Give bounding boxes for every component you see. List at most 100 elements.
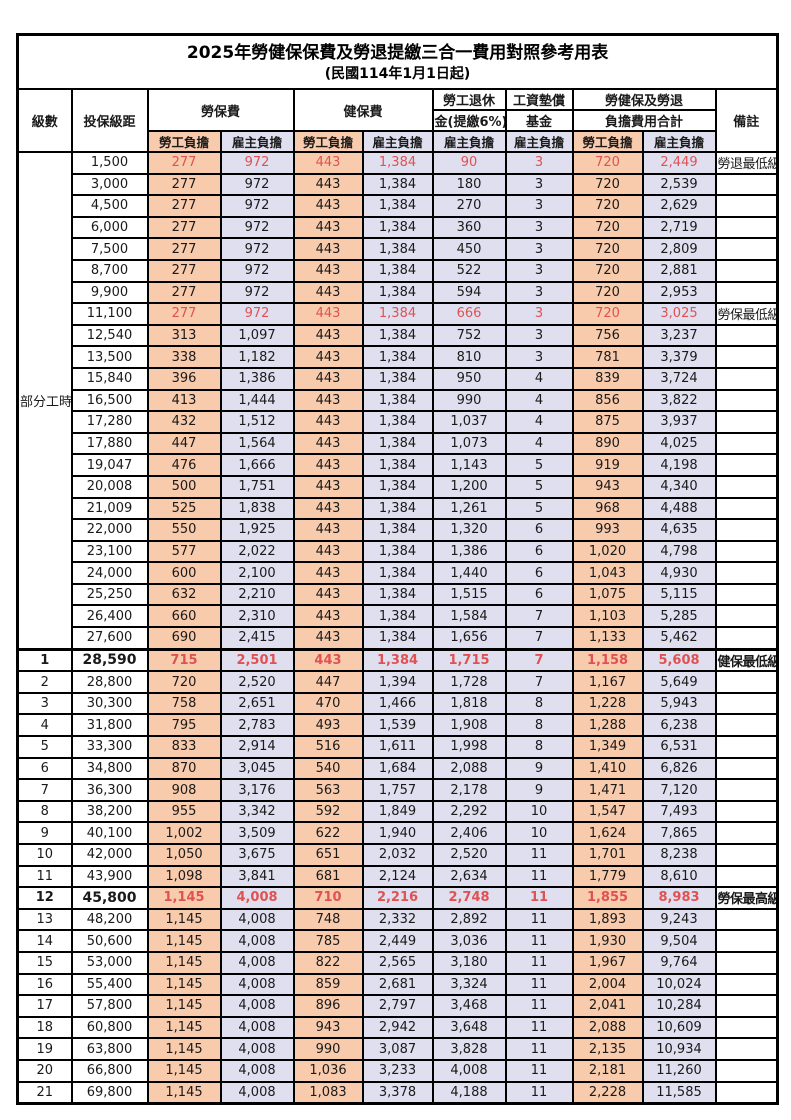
table-row: 14 50,600 1,145 4,008 785 2,449 3,036 11 1,930 9,…	[16, 929, 779, 953]
cell-health-employer: 1,384	[361, 604, 434, 629]
table-row: 8 38,200 955 3,342 592 1,849 2,292 10 1,547 7,493	[16, 799, 779, 824]
cell-health-employee: 443	[292, 194, 364, 218]
table-row: 23,100 577 2,022 443 1,384 1,386 6 1,020 4,798	[18, 539, 779, 564]
cell-total-employer: 3,379	[641, 345, 717, 369]
cell-labor-employer: 2,651	[219, 691, 295, 716]
cell-total-employee: 1,779	[571, 864, 644, 889]
cell-bracket: 33,300	[70, 735, 149, 759]
cell-health-employee: 1,036	[292, 1058, 364, 1083]
cell-bracket: 48,200	[70, 907, 149, 932]
cell-health-employer: 2,681	[361, 972, 434, 997]
cell-bracket: 17,880	[70, 431, 149, 456]
cell-labor-employee: 720	[146, 670, 222, 694]
cell-labor-employee: 277	[146, 151, 222, 175]
cell-total-employee: 720	[571, 237, 644, 261]
cell-health-employee: 493	[292, 713, 364, 738]
title-cell: 2025年勞健保保費及勞退提繳三合一費用對照參考用表 (民國114年1月1日起)	[16, 33, 779, 90]
cell-wage-fund-employer: 7	[504, 626, 574, 651]
cell-wage-fund-employer: 8	[504, 735, 574, 759]
cell-pension-employer: 1,440	[431, 561, 507, 585]
cell-labor-employee: 432	[146, 410, 222, 434]
cell-total-employer: 3,822	[641, 388, 717, 413]
cell-health-employer: 1,384	[361, 474, 434, 499]
cell-total-employee: 1,133	[571, 626, 644, 651]
table-row: 15,840 396 1,386 443 1,384 950 4 839 3,724	[18, 366, 779, 391]
cell-total-employee: 993	[571, 518, 644, 542]
cell-bracket: 50,600	[70, 929, 149, 953]
cell-labor-employee: 500	[146, 474, 222, 499]
cell-labor-employer: 4,008	[219, 1037, 295, 1061]
cell-health-employee: 443	[292, 431, 364, 456]
cell-bracket: 28,590	[70, 647, 149, 673]
table-row: 11 43,900 1,098 3,841 681 2,124 2,634 11 1,779 8,…	[16, 864, 779, 889]
cell-health-employee: 443	[292, 647, 364, 673]
col-header-total-line2: 負擔費用合計	[571, 109, 717, 132]
cell-note	[714, 237, 779, 261]
cell-labor-employee: 1,145	[146, 972, 222, 997]
cell-labor-employee: 277	[146, 280, 222, 305]
cell-note	[714, 626, 779, 651]
cell-health-employer: 2,797	[361, 994, 434, 1018]
cell-total-employee: 1,075	[571, 582, 644, 607]
cell-health-employee: 651	[292, 843, 364, 867]
cell-labor-employee: 577	[146, 539, 222, 564]
cell-labor-employee: 758	[146, 691, 222, 716]
cell-health-employer: 1,539	[361, 713, 434, 738]
cell-bracket: 60,800	[70, 1015, 149, 1040]
cell-note	[714, 215, 779, 240]
cell-note	[714, 280, 779, 305]
cell-note	[714, 1015, 779, 1040]
cell-wage-fund-employer: 11	[504, 1080, 574, 1105]
cell-note	[714, 431, 779, 456]
cell-level: 19	[16, 1037, 73, 1061]
cell-total-employer: 3,724	[641, 366, 717, 391]
cell-labor-employer: 972	[219, 280, 295, 305]
cell-total-employee: 1,701	[571, 843, 644, 867]
cell-health-employer: 1,384	[361, 280, 434, 305]
table-row: 1 28,590 715 2,501 443 1,384 1,715 7 1,158 5,608 健…	[16, 647, 779, 673]
cell-total-employer: 8,238	[641, 843, 717, 867]
cell-pension-employer: 1,261	[431, 496, 507, 521]
cell-level: 14	[16, 929, 73, 953]
table-row: 18 60,800 1,145 4,008 943 2,942 3,648 11 2,088 10…	[16, 1015, 779, 1040]
page-subtitle: (民國114年1月1日起)	[324, 66, 471, 83]
cell-level: 6	[16, 756, 73, 781]
cell-labor-employee: 550	[146, 518, 222, 542]
cell-wage-fund-employer: 5	[504, 474, 574, 499]
cell-labor-employer: 1,666	[219, 453, 295, 477]
cell-labor-employer: 4,008	[219, 1058, 295, 1083]
cell-note	[714, 172, 779, 197]
cell-note	[714, 474, 779, 499]
cell-health-employer: 1,684	[361, 756, 434, 781]
cell-health-employee: 443	[292, 215, 364, 240]
col-header-remark: 備註	[714, 88, 779, 153]
cell-bracket: 45,800	[70, 886, 149, 910]
cell-note	[714, 345, 779, 369]
fee-table: 2025年勞健保保費及勞退提繳三合一費用對照參考用表 (民國114年1月1日起)…	[16, 33, 780, 1106]
cell-labor-employee: 277	[146, 302, 222, 326]
cell-labor-employee: 1,145	[146, 886, 222, 910]
cell-pension-employer: 2,292	[431, 799, 507, 824]
cell-note: 勞退最低級距	[714, 151, 779, 175]
table-row: 25,250 632 2,210 443 1,384 1,515 6 1,075 5,115	[18, 582, 779, 607]
cell-pension-employer: 2,748	[431, 886, 507, 910]
cell-health-employer: 1,384	[361, 366, 434, 391]
table-row: 26,400 660 2,310 443 1,384 1,584 7 1,103 5,285	[18, 604, 779, 629]
cell-level: 1	[16, 647, 73, 673]
cell-total-employer: 2,539	[641, 172, 717, 197]
cell-note	[714, 778, 779, 802]
cell-total-employer: 11,260	[641, 1058, 717, 1083]
cell-level: 21	[16, 1080, 73, 1105]
cell-total-employee: 1,893	[571, 907, 644, 932]
cell-total-employee: 2,181	[571, 1058, 644, 1083]
cell-wage-fund-employer: 6	[504, 518, 574, 542]
cell-bracket: 43,900	[70, 864, 149, 889]
cell-health-employer: 2,124	[361, 864, 434, 889]
cell-pension-employer: 450	[431, 237, 507, 261]
cell-wage-fund-employer: 5	[504, 496, 574, 521]
cell-bracket: 55,400	[70, 972, 149, 997]
cell-labor-employer: 2,022	[219, 539, 295, 564]
cell-wage-fund-employer: 3	[504, 237, 574, 261]
cell-health-employee: 443	[292, 388, 364, 413]
subheader-wage-fund-employer: 雇主負擔	[504, 130, 574, 153]
